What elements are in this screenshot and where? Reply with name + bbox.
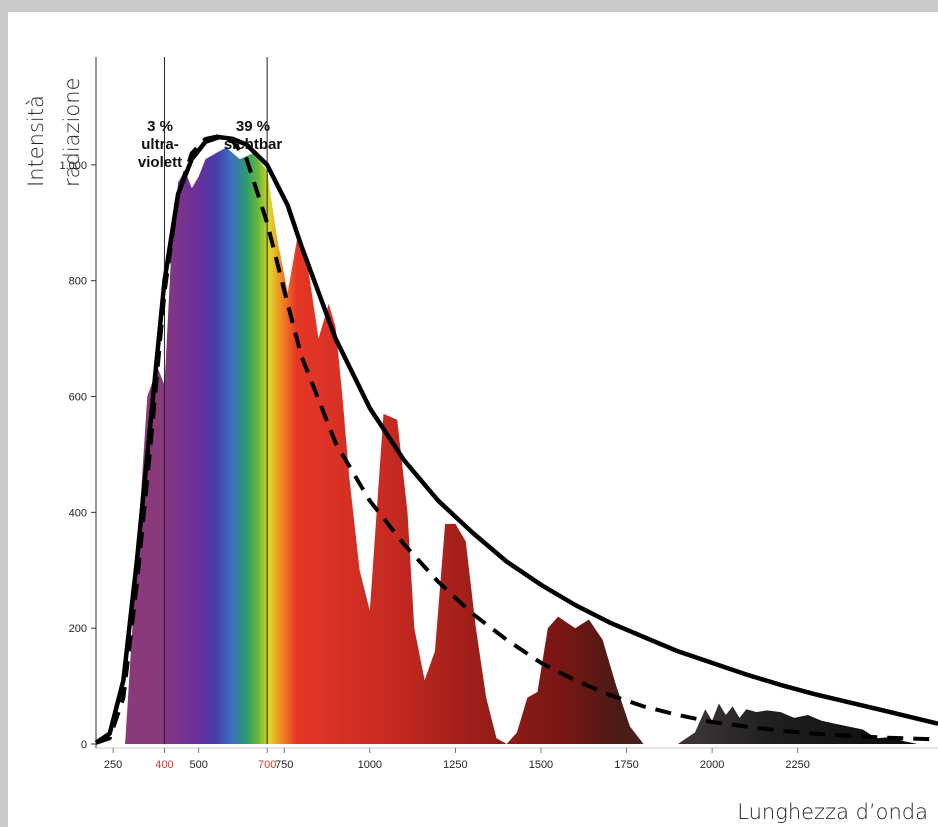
x-tick-label-250: 250 xyxy=(104,759,122,771)
x-tick-label-1500: 1500 xyxy=(529,759,553,771)
y-tick-label-0: 0 xyxy=(81,739,87,751)
x-tick-label-1750: 1750 xyxy=(614,759,638,771)
x-tick-label-1000: 1000 xyxy=(358,759,382,771)
x-tick-label-500: 500 xyxy=(190,759,208,771)
x-axis-label: Lunghezza d’onda xyxy=(737,800,928,824)
x-tick-label-400: 400 xyxy=(155,759,173,771)
uv-band-line-1: ultra- xyxy=(141,136,179,153)
y-tick-label-600: 600 xyxy=(69,392,87,404)
visible-band-line-1: sichtbar xyxy=(223,136,283,153)
y-axis-label-line-2: radiazione xyxy=(60,77,84,187)
x-tick-label-2000: 2000 xyxy=(700,759,724,771)
chart-frame: 0 200 400 600 800 1.000 250 400 500 700 750 1000 125… xyxy=(8,12,938,827)
uv-band-percent: 3 % xyxy=(147,118,173,135)
x-tick-label-2250: 2250 xyxy=(785,759,809,771)
y-tick-label-800: 800 xyxy=(69,276,87,288)
y-axis-label-line-1: Intensità xyxy=(24,95,48,187)
y-tick-label-200: 200 xyxy=(69,623,87,635)
visible-band-label: 39 % sichtbar xyxy=(213,118,293,154)
uv-band-label: 3 % ultra- violett xyxy=(128,118,192,172)
y-tick-label-1000: 1.000 xyxy=(59,160,87,172)
solid-curve xyxy=(94,134,938,745)
x-tick-label-750: 750 xyxy=(275,759,293,771)
y-tick-label-400: 400 xyxy=(69,507,87,519)
x-tick-label-700: 700 xyxy=(258,759,276,771)
uv-band-line-2: violett xyxy=(137,154,183,171)
spectrum-area xyxy=(125,147,932,744)
visible-band-percent: 39 % xyxy=(235,118,271,135)
x-tick-label-1250: 1250 xyxy=(443,759,467,771)
